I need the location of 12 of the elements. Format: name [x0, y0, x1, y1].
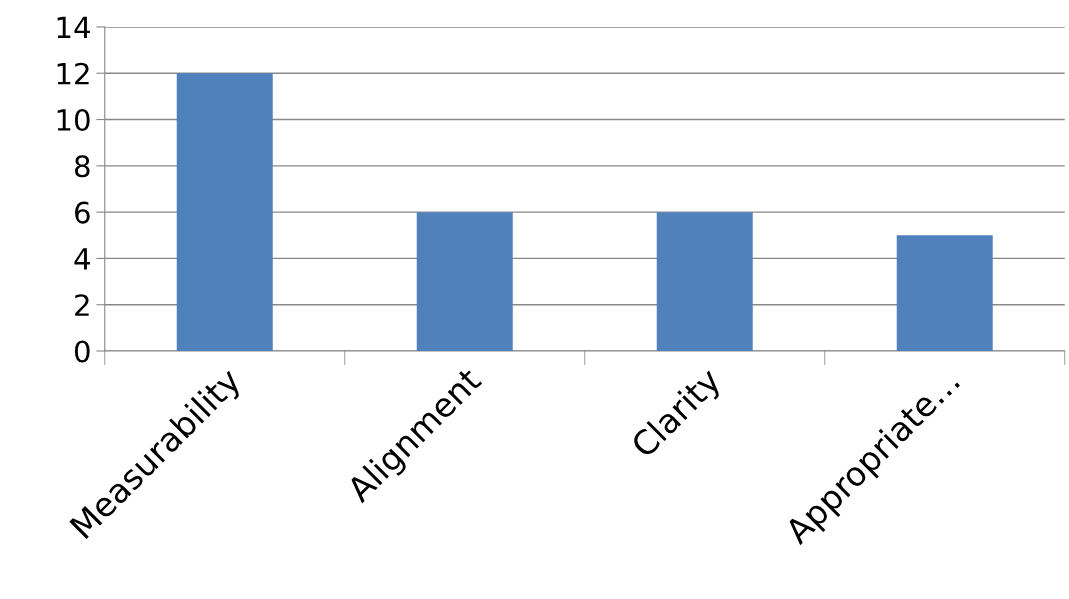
- bar: [656, 212, 753, 352]
- y-tick-label: 10: [57, 108, 90, 132]
- y-tick-label: 14: [57, 16, 90, 39]
- y-tick-label: 4: [74, 248, 90, 270]
- y-tick-label: 12: [57, 62, 89, 85]
- bar: [896, 235, 993, 352]
- bar: [176, 73, 273, 352]
- y-tick-label: 8: [74, 155, 90, 178]
- y-tick-label: 2: [75, 294, 89, 316]
- y-tick-label: 6: [75, 201, 90, 224]
- bar: [416, 212, 513, 352]
- y-tick-label: 0: [74, 340, 90, 363]
